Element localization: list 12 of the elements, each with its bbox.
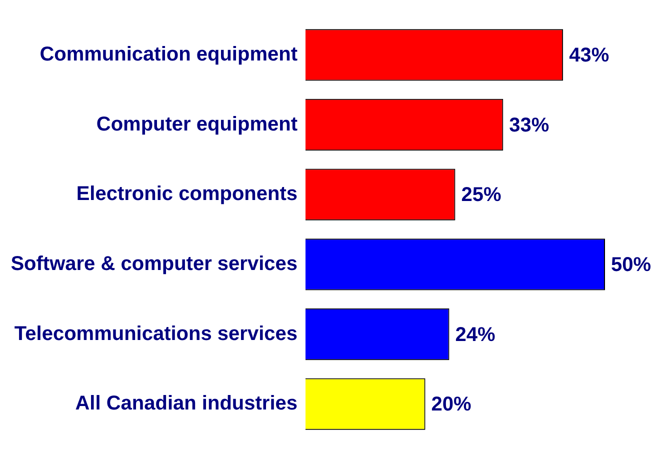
data-label: 25% [461, 184, 502, 206]
data-label: 43% [569, 44, 610, 66]
data-label: 33% [509, 114, 550, 136]
data-label: 20% [431, 394, 472, 416]
data-label: 50% [611, 254, 652, 276]
y-tick-label: All Canadian industries [75, 392, 298, 415]
y-tick-label: Communication equipment [40, 43, 298, 66]
y-tick-label: Telecommunications services [14, 322, 298, 345]
data-label: 24% [455, 324, 496, 346]
y-tick-label: Electronic components [76, 183, 298, 206]
y-tick-label: Computer equipment [96, 113, 298, 136]
y-tick-label: Software & computer services [10, 252, 298, 275]
